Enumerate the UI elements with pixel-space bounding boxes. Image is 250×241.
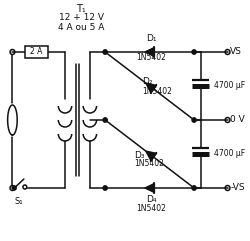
Circle shape	[103, 118, 107, 122]
Text: VS: VS	[230, 47, 242, 56]
Text: D₄: D₄	[146, 195, 156, 204]
Polygon shape	[145, 47, 154, 56]
Text: S₁: S₁	[15, 197, 24, 206]
Text: 1N5402: 1N5402	[136, 53, 166, 62]
Polygon shape	[145, 183, 154, 193]
Text: 1N5402: 1N5402	[134, 160, 164, 168]
Text: -VS: -VS	[230, 183, 245, 193]
Polygon shape	[146, 83, 156, 93]
Text: D₁: D₁	[146, 34, 156, 43]
Text: T₁: T₁	[76, 4, 86, 14]
Polygon shape	[146, 151, 156, 161]
Text: 0 V: 0 V	[230, 115, 245, 125]
Text: D₂: D₂	[142, 78, 153, 87]
Bar	[25, 46, 48, 58]
Text: D₃: D₃	[134, 150, 144, 160]
Text: 12 + 12 V: 12 + 12 V	[59, 13, 104, 22]
Circle shape	[12, 186, 16, 190]
Circle shape	[23, 185, 27, 189]
Circle shape	[103, 186, 107, 190]
Text: 2 A: 2 A	[30, 47, 42, 56]
Text: 4700 μF: 4700 μF	[214, 149, 245, 159]
Text: 4700 μF: 4700 μF	[214, 81, 245, 91]
Text: 1N5402: 1N5402	[136, 204, 166, 213]
Text: 1N5402: 1N5402	[142, 87, 172, 95]
Circle shape	[192, 118, 196, 122]
Circle shape	[192, 50, 196, 54]
Circle shape	[103, 50, 107, 54]
Text: 4 A ou 5 A: 4 A ou 5 A	[58, 22, 104, 32]
Circle shape	[192, 186, 196, 190]
